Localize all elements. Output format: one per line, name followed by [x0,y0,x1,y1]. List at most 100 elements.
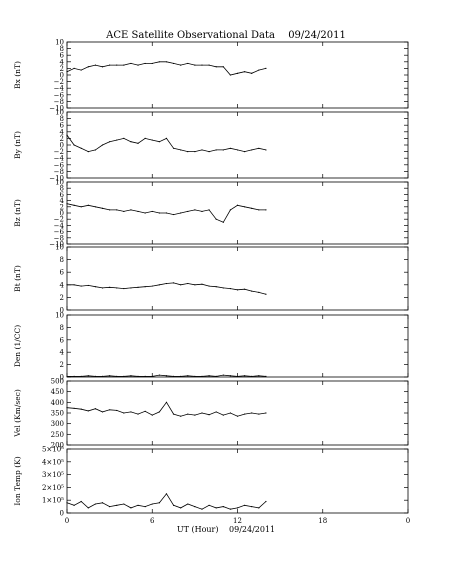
y-tick-label: 0 [60,307,64,315]
data-point [94,206,97,208]
y-tick-label: 400 [51,399,64,407]
y-tick-label: 2 [60,203,64,211]
panel-frame [66,181,409,245]
data-point [208,151,210,153]
data-point [137,64,139,66]
data-point [137,142,139,144]
data-point [101,287,104,289]
data-point [87,66,89,68]
data-point [165,401,168,403]
data-point [236,415,239,417]
data-point [215,66,217,68]
data-point [244,413,246,415]
data-point [265,67,267,69]
y-tick-label: 8 [60,185,64,193]
panel-iontemp: 0 1×10⁵ 2×10⁵ 3×10⁵ 4×10⁵ 5×10⁵ Ion Temp (K) [13,446,409,518]
y-tick-label: −4 [54,85,65,93]
data-point [180,149,182,151]
data-point [94,375,97,377]
y-tick-label: 0 [60,374,64,382]
data-point [137,413,139,415]
data-point [109,64,111,66]
data-point [165,137,168,139]
data-point [123,412,125,414]
y-tick-label: 6 [60,52,65,60]
data-point [244,288,246,290]
data-point [187,210,189,213]
data-point [265,500,267,503]
y-axis-label: Bt (nT) [13,265,22,292]
data-point [244,71,246,73]
y-tick-label: 0 [60,210,64,218]
y-tick-label: 200 [51,442,64,450]
data-point [144,375,146,377]
data-point [116,64,118,66]
data-point [251,149,253,151]
data-point [123,375,125,377]
data-point [229,147,231,149]
series-line-iontemp [66,493,267,510]
y-tick-label: 10 [55,244,64,252]
y-tick-label: −2 [54,78,64,86]
y-tick-label: 8 [60,324,64,332]
data-point [222,149,224,151]
data-point [158,141,160,143]
data-point [87,204,89,206]
y-tick-label: 2 [60,361,64,369]
data-point [144,62,146,65]
data-point [87,151,89,153]
data-point [201,375,203,377]
data-point [180,415,182,417]
data-point [116,375,118,377]
data-point [158,284,160,286]
y-axis-label: Bz (nT) [13,199,22,227]
data-point [180,375,182,377]
data-point [73,67,75,69]
data-point [236,289,239,291]
data-point [180,284,182,286]
data-point [73,504,75,506]
x-tick-label: 18 [318,517,327,525]
data-point [109,286,111,288]
data-point [87,284,89,287]
data-point [194,209,196,211]
y-tick-label: 5×10⁵ [42,446,64,454]
data-point [73,144,75,146]
data-point [66,134,68,136]
data-point [116,139,118,141]
y-axis-label: Vel (Km/sec) [13,389,22,438]
data-point [130,375,132,377]
data-point [144,410,146,412]
series-line-vel [66,401,266,417]
data-point [258,375,260,377]
panel-frame [66,380,409,446]
data-point [180,507,182,509]
data-point [258,413,260,415]
data-point [258,507,260,509]
data-point [251,290,253,292]
panel-frame [66,448,409,514]
data-point [101,375,104,377]
data-point [194,506,196,508]
data-point [151,375,153,377]
data-point [101,411,104,413]
series-line-by [66,134,266,153]
data-point [172,62,175,65]
data-point [123,287,125,290]
y-tick-label: 0 [60,72,64,80]
data-point [194,414,196,416]
data-point [187,282,189,285]
data-point [123,137,125,139]
data-point [137,210,139,213]
y-tick-label: −4 [54,155,65,163]
data-point [109,209,111,211]
data-point [201,149,203,151]
y-tick-label: 4 [60,197,65,205]
data-point [208,504,210,506]
data-point [172,147,175,149]
data-point [151,414,153,416]
panel-frame [66,314,409,378]
y-tick-label: 0 [60,142,64,150]
title-text: ACE Satellite Observational Data [105,30,275,41]
y-axis-label: Bx (nT) [13,61,22,89]
